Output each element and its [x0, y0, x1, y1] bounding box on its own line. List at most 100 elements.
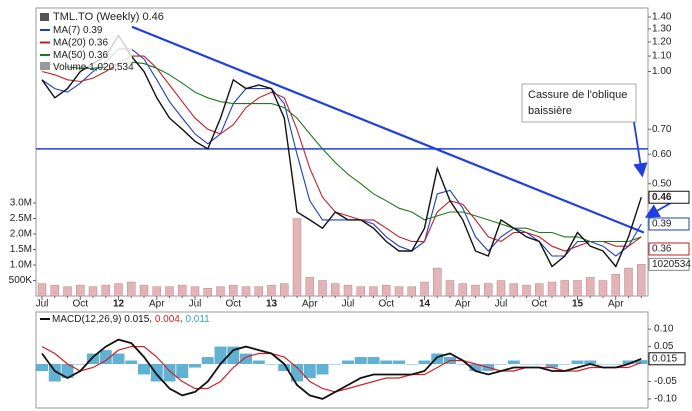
x-tick-label: Apr	[302, 299, 318, 310]
legend-swatch	[40, 62, 50, 70]
macd-histogram-bar	[214, 346, 227, 365]
volume-bar	[114, 283, 123, 297]
volume-bar	[484, 283, 493, 297]
macd-histogram-bar	[125, 360, 138, 365]
x-tick-label: Jul	[495, 299, 508, 310]
legend-entry: MA(7) 0.39	[53, 25, 103, 36]
macd-histogram-bar	[252, 360, 265, 365]
volume-bar	[267, 284, 276, 297]
legend-bg	[37, 9, 132, 67]
volume-bar	[598, 280, 608, 297]
macd-name: MACD(12,26,9)	[52, 314, 121, 325]
chart-title: TML.TO (Weekly) 0.46	[53, 11, 164, 23]
volume-bar	[318, 280, 327, 297]
macd-histogram-bar	[48, 364, 61, 382]
trendline	[130, 25, 645, 234]
x-tick-label: 13	[266, 299, 278, 310]
macd-histogram-bar	[87, 353, 99, 365]
macd-histogram-bar	[61, 364, 74, 378]
price-tick-label: 1.00	[652, 66, 672, 77]
volume-bar	[331, 283, 340, 297]
annotation-text: Cassure de l'oblique	[528, 89, 627, 101]
volume-bar	[586, 277, 595, 297]
macd-histogram-bar	[546, 364, 558, 368]
macd-histogram-bar	[393, 360, 405, 365]
title-value: 0.46	[142, 11, 163, 23]
volume-bar	[445, 280, 455, 297]
last-value-label: 0.39	[652, 219, 672, 230]
x-tick-label: Jul	[342, 299, 355, 310]
volume-bar	[254, 286, 263, 297]
legend-value: 1,020,534	[89, 62, 134, 73]
volume-bar	[547, 281, 557, 297]
macd-tick-label: 0.10	[654, 324, 674, 335]
volume-bar	[496, 280, 506, 297]
last-value-box	[648, 257, 690, 271]
volume-bar	[573, 280, 582, 297]
macd-histogram-bar	[36, 364, 48, 371]
volume-bar	[394, 286, 404, 297]
ma-line	[41, 48, 642, 257]
last-value-box	[648, 217, 690, 231]
macd-histogram-bar	[278, 364, 291, 371]
macd-histogram-bar	[240, 353, 252, 365]
legend-value: 0.36	[89, 37, 109, 48]
volume-bar	[139, 284, 149, 297]
volume-tick-label: 2.5M	[10, 213, 32, 224]
last-value-box	[648, 352, 686, 366]
macd-histogram-bar	[584, 360, 597, 365]
legend-entry: Volume 1,020,534	[53, 62, 134, 73]
macd-histogram-bar	[405, 364, 418, 365]
volume-bar	[88, 286, 98, 297]
last-value-label: 0.36	[652, 244, 672, 255]
volume-bar	[37, 283, 47, 297]
volume-bar	[280, 283, 289, 297]
volume-bar	[76, 284, 85, 297]
volume-bar	[229, 284, 238, 297]
legend-entry: MA(20) 0.36	[53, 37, 108, 48]
volume-tick-label: 1.5M	[10, 244, 32, 255]
volume-bar	[127, 281, 136, 297]
title-icon	[40, 13, 49, 21]
annotation-arrow	[633, 121, 648, 178]
price-tick-label: 0.60	[652, 149, 672, 160]
last-value-label: 0.46	[652, 192, 672, 203]
macd-histogram-bar	[380, 360, 393, 365]
volume-tick-label: 2.0M	[10, 229, 32, 240]
macd-line	[41, 338, 642, 400]
macd-histogram-bar	[138, 364, 150, 375]
macd-legend: MACD(12,26,9) 0.015, 0.004, 0.011	[52, 314, 210, 325]
volume-bar	[50, 284, 59, 297]
volume-bar	[458, 283, 467, 297]
volume-bar	[535, 283, 544, 297]
volume-bar	[471, 284, 480, 297]
legend-name: MA(20)	[53, 37, 86, 48]
volume-bar	[509, 283, 518, 297]
last-value-box	[648, 190, 690, 204]
macd-pane	[35, 311, 649, 409]
macd-histogram-bar	[571, 360, 584, 365]
macd-histogram-bar	[265, 364, 278, 365]
macd-histogram-bar	[456, 364, 469, 365]
volume-bar	[356, 286, 365, 297]
macd-histogram-bar	[597, 364, 609, 365]
annotation-box	[521, 83, 637, 123]
legend-name: Volume	[53, 62, 87, 73]
volume-bar	[292, 218, 302, 297]
volume-bar	[637, 264, 646, 297]
volume-bar	[178, 284, 187, 297]
volume-bar	[241, 286, 251, 297]
volume-bar	[433, 267, 442, 297]
macd-histogram-bar	[189, 364, 201, 368]
macd-histogram-bar	[201, 357, 214, 365]
macd-histogram-bar	[354, 357, 367, 365]
last-value-label: 0.015	[652, 353, 677, 364]
volume-tick-label: 1.0M	[10, 260, 32, 271]
macd-histogram-bar	[418, 360, 431, 365]
legend-value: 0.36	[89, 50, 109, 61]
macd-histogram-bar	[74, 364, 87, 365]
macd-histogram-bar	[303, 364, 316, 378]
annotation-text: baissière	[528, 105, 572, 117]
x-tick-label: Apr	[455, 299, 471, 310]
